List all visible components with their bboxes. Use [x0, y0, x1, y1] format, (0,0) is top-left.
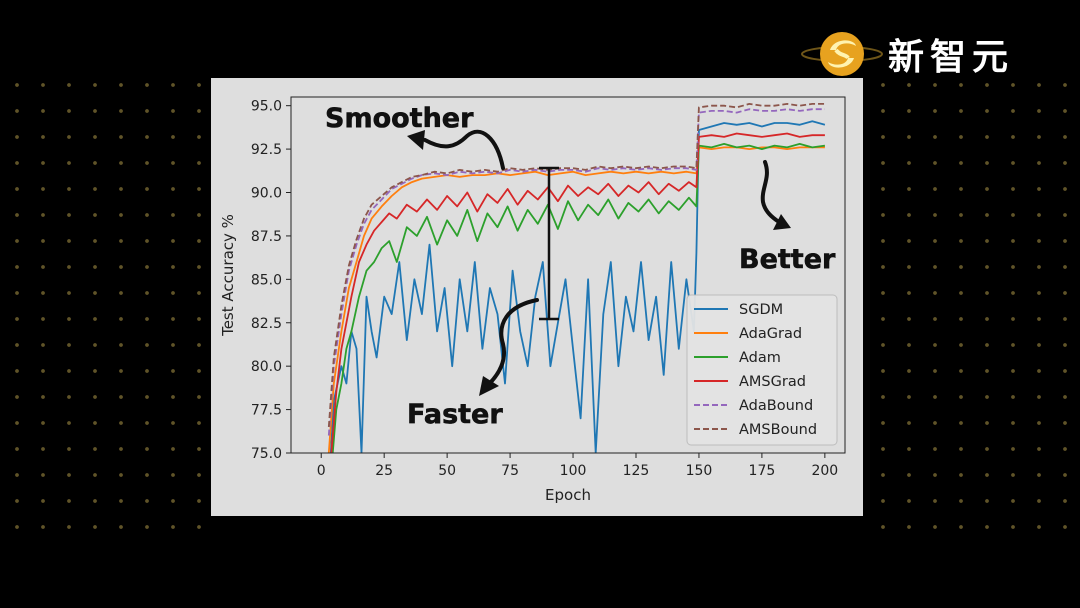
smoother-arrow: [423, 129, 505, 170]
legend-label-adabound: AdaBound: [739, 398, 813, 414]
faster-arrow: [487, 298, 539, 386]
annotation-smoother: Smoother: [325, 103, 474, 134]
x-tick-label: 0: [317, 463, 326, 479]
y-tick-label: 87.5: [251, 229, 282, 245]
legend-label-adam: Adam: [739, 350, 781, 366]
y-tick-label: 77.5: [251, 403, 282, 419]
y-tick-label: 75.0: [251, 446, 282, 462]
y-tick-label: 92.5: [251, 142, 282, 158]
legend-label-amsgrad: AMSGrad: [739, 374, 806, 390]
y-tick-label: 80.0: [251, 359, 282, 375]
x-tick-label: 175: [749, 463, 776, 479]
series-line-amsbound: [327, 102, 825, 428]
better-arrowhead: [773, 214, 791, 230]
chart-panel: 0 25 50 75 100 125 150 175 200 75.0 77.5 80.0 82.5 85…: [211, 78, 863, 516]
y-tick-label: 95.0: [251, 99, 282, 115]
decorative-dots-right: [870, 72, 1078, 532]
plot-frame: [290, 96, 846, 454]
x-tick-label: 200: [811, 463, 838, 479]
annotation-better: Better: [739, 244, 836, 275]
brand-logo-icon: [801, 32, 883, 76]
y-axis-label: Test Accuracy %: [219, 214, 237, 337]
series-line-amsgrad: [330, 132, 825, 453]
legend: SGDM AdaGrad Adam AMSGrad AdaBound AMSBound: [686, 294, 838, 446]
smoother-arrowhead: [407, 130, 425, 150]
better-arrow: [760, 160, 781, 224]
y-tick-label: 85.0: [251, 272, 282, 288]
x-tick-label: 25: [375, 463, 393, 479]
y-tick-label: 82.5: [251, 316, 282, 332]
legend-label-adagrad: AdaGrad: [739, 326, 802, 342]
y-tick-label: 90.0: [251, 186, 282, 202]
x-tick-label: 50: [438, 463, 456, 479]
series-group: [327, 102, 826, 453]
decorative-dots-left: [4, 72, 204, 532]
x-tick-label: 125: [623, 463, 650, 479]
faster-arrowhead: [479, 376, 499, 396]
legend-label-sgdm: SGDM: [739, 302, 783, 318]
legend-label-amsbound: AMSBound: [739, 422, 817, 438]
x-axis-label: Epoch: [545, 486, 591, 504]
x-tick-label: 100: [560, 463, 587, 479]
series-line-adam: [331, 143, 826, 453]
brand-header: 新智元: [800, 28, 1070, 80]
x-tick-label: 150: [686, 463, 713, 479]
x-tick-label: 75: [501, 463, 519, 479]
series-line-adagrad: [327, 146, 825, 453]
brand-name: 新智元: [888, 36, 1015, 78]
accuracy-chart: 0 25 50 75 100 125 150 175 200 75.0 77.5 80.0 82.5 85…: [219, 96, 846, 504]
series-line-adabound: [327, 108, 825, 436]
annotation-faster: Faster: [407, 399, 503, 430]
